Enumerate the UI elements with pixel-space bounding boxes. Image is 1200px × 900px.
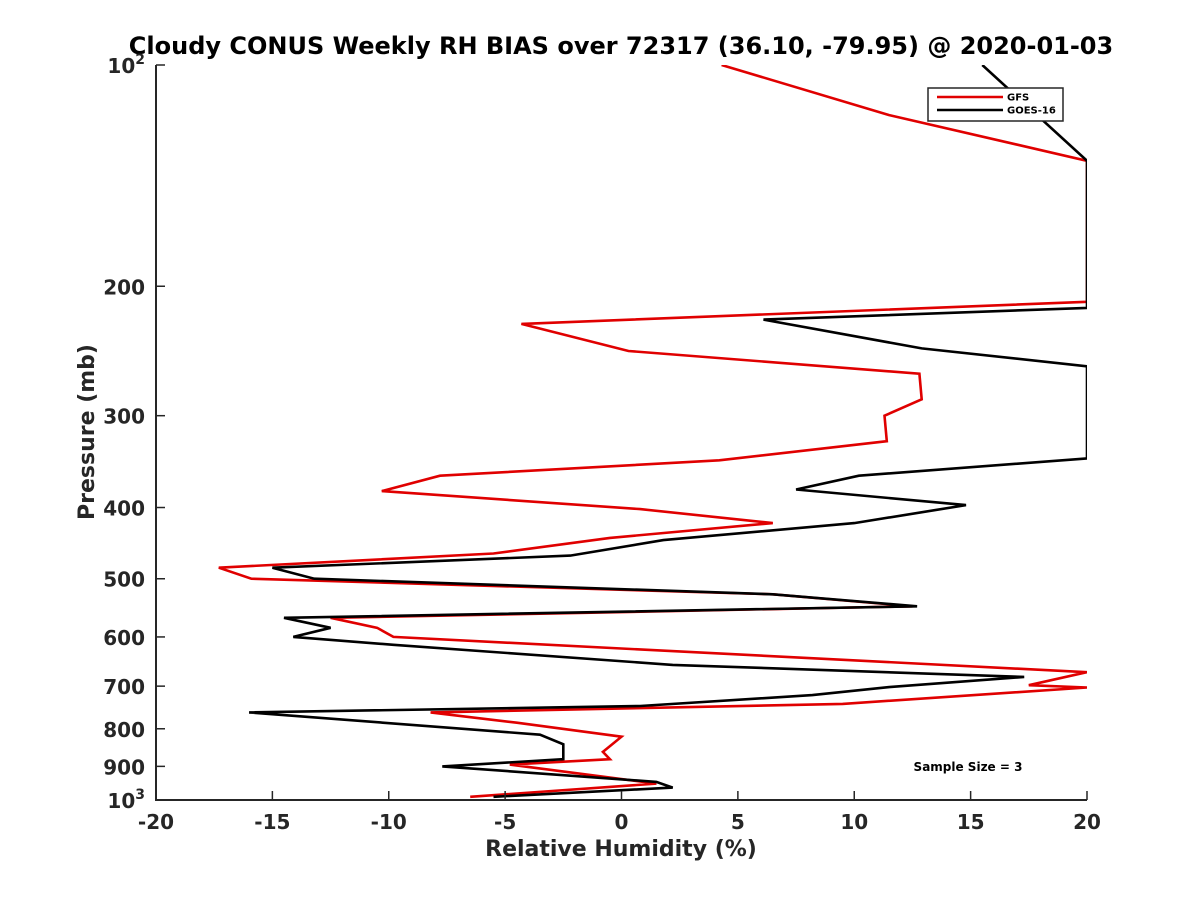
x-tick-label: -20 (138, 810, 174, 834)
x-axis-label: Relative Humidity (%) (485, 837, 757, 862)
legend-box (927, 87, 1064, 122)
x-tick-label: -10 (371, 810, 407, 834)
y-tick-label: 300 (103, 405, 145, 429)
x-ticks: -20 -15 -10 -5 0 5 10 15 20 (138, 791, 1101, 834)
legend: GFS GOES-16 (927, 87, 1064, 122)
series-line-goes-16 (249, 65, 1087, 799)
y-tick-label: 500 (103, 568, 145, 592)
series-layer (218, 65, 1087, 799)
chart-title: Cloudy CONUS Weekly RH BIAS over 72317 (… (129, 32, 1113, 60)
y-tick-label: 700 (103, 675, 145, 699)
y-axis-label: Pressure (mb) (75, 344, 100, 520)
legend-label: GFS (1007, 93, 1029, 104)
x-tick-label: -5 (494, 810, 516, 834)
sample-size-annotation: Sample Size = 3 (914, 760, 1023, 774)
x-tick-label: 5 (731, 810, 745, 834)
axes (155, 65, 1087, 801)
x-tick-label: 20 (1073, 810, 1101, 834)
y-tick-label: 600 (103, 626, 145, 650)
x-tick-label: 15 (957, 810, 985, 834)
y-tick-label: 800 (103, 718, 145, 742)
y-tick-label: 400 (103, 497, 145, 521)
series-line-gfs (218, 65, 1087, 799)
y-tick-label: 200 (103, 275, 145, 299)
x-tick-label: 10 (840, 810, 868, 834)
y-tick-label: 900 (103, 755, 145, 779)
legend-label: GOES-16 (1007, 106, 1056, 117)
x-tick-label: -15 (254, 810, 290, 834)
x-tick-label: 0 (615, 810, 629, 834)
y-tick-label: 102 (107, 52, 145, 78)
